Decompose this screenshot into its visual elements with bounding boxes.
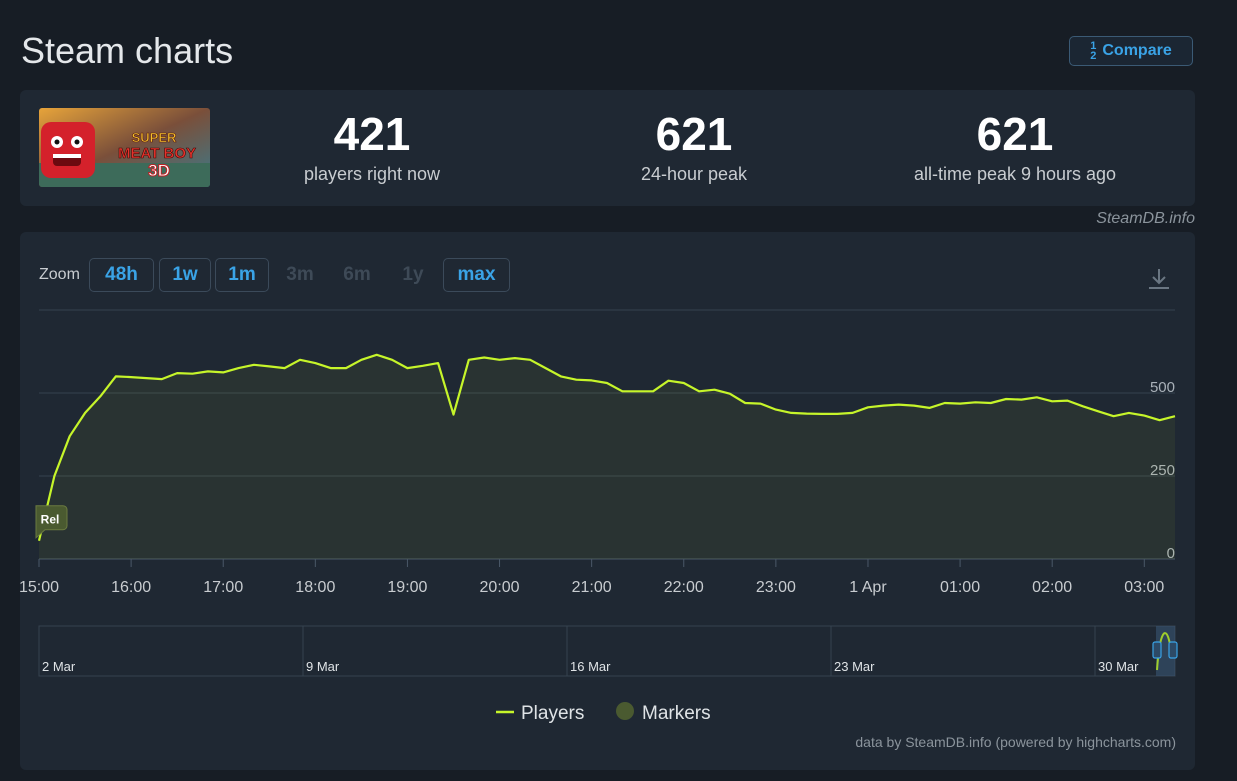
y-tick-label: 0: [1167, 545, 1175, 562]
highcharts-credit[interactable]: data by SteamDB.info (powered by highcha…: [855, 734, 1176, 750]
x-tick-label: 02:00: [1032, 579, 1072, 596]
stat-players-now: 421 players right now: [222, 108, 522, 185]
stats-panel: SUPER MEAT BOY 3D 421 players right now …: [20, 90, 1195, 206]
players-line: [37, 353, 1176, 541]
zoom-1y-button: 1y: [402, 264, 424, 285]
page-title: Steam charts: [21, 30, 234, 71]
legend-label: Players: [521, 703, 584, 724]
players-area: [39, 354, 1175, 559]
navigator-selection: [1156, 626, 1175, 676]
marker-rel: Rel: [35, 505, 68, 539]
stat-label: all-time peak 9 hours ago: [913, 164, 1117, 184]
player-chart: 0 250 500 15:00 16:00 17:00 18:00 19:00 20:00 21…: [20, 309, 1178, 724]
legend-item-players: Players: [496, 703, 584, 724]
chart-card: Zoom 48h 1w 1m 3m 6m 1y max 0 250 500 15:0…: [20, 232, 1195, 770]
y-tick-label: 250: [1150, 462, 1175, 479]
stat-value: 621: [976, 108, 1054, 160]
compare-label: Compare: [1102, 42, 1172, 59]
zoom-1w-button[interactable]: 1w: [159, 258, 211, 292]
stat-label: players right now: [303, 164, 441, 184]
navigator-handle: [1152, 641, 1162, 659]
x-tick-label: 18:00: [295, 579, 335, 596]
zoom-48h-button[interactable]: 48h: [89, 258, 154, 292]
chart-legend: Players Markers: [496, 702, 711, 724]
legend-label: Markers: [642, 703, 711, 724]
chart-grid: [39, 309, 1175, 560]
x-tick-label: 21:00: [572, 579, 612, 596]
navigator: 2 Mar 9 Mar 16 Mar 23 Mar 30 Mar: [38, 625, 1178, 677]
stat-label: 24-hour peak: [640, 164, 748, 184]
navigator-handle: [1168, 641, 1178, 659]
stat-all-time-peak: 621 all-time peak 9 hours ago: [865, 108, 1165, 185]
download-icon[interactable]: [1146, 266, 1172, 292]
zoom-1m-button[interactable]: 1m: [215, 258, 269, 292]
x-axis: 15:00 16:00 17:00 18:00 19:00 20:00 21:00 22:00…: [20, 559, 1164, 596]
svg-text:SUPER: SUPER: [132, 130, 177, 145]
svg-text:MEAT BOY: MEAT BOY: [118, 145, 196, 162]
navigator-label: 9 Mar: [306, 659, 340, 674]
navigator-label: 23 Mar: [834, 659, 875, 674]
navigator-label: 30 Mar: [1098, 659, 1139, 674]
navigator-label: 2 Mar: [42, 659, 76, 674]
zoom-6m-button: 6m: [343, 264, 371, 285]
stat-value: 421: [333, 108, 411, 160]
x-tick-label: 23:00: [756, 579, 796, 596]
navigator-frame: [38, 625, 1176, 677]
navigator-series: [1156, 632, 1176, 671]
x-tick-label: 03:00: [1124, 579, 1164, 596]
x-tick-label: 20:00: [480, 579, 520, 596]
x-tick-label: 1 Apr: [849, 579, 887, 596]
steamdb-credit[interactable]: SteamDB.info: [1096, 210, 1195, 227]
y-axis: 0 250 500: [1150, 379, 1175, 562]
game-capsule-image[interactable]: SUPER MEAT BOY 3D: [39, 108, 210, 187]
stat-24h-peak: 621 24-hour peak: [544, 108, 844, 185]
x-tick-label: 22:00: [664, 579, 704, 596]
marker-label: Rel: [41, 513, 60, 527]
zoom-label: Zoom: [39, 266, 80, 283]
zoom-3m-button: 3m: [286, 264, 314, 285]
x-tick-label: 19:00: [387, 579, 427, 596]
chart-markers: Rel: [35, 505, 68, 539]
x-tick-label: 01:00: [940, 579, 980, 596]
zoom-max-button[interactable]: max: [443, 258, 510, 292]
x-tick-label: 17:00: [203, 579, 243, 596]
x-tick-label: 15:00: [20, 579, 59, 596]
navigator-label: 16 Mar: [570, 659, 611, 674]
legend-item-markers: Markers: [616, 702, 711, 724]
stat-value: 621: [655, 108, 733, 160]
legend-symbol: [616, 702, 634, 720]
x-tick-label: 16:00: [111, 579, 151, 596]
y-tick-label: 500: [1150, 379, 1175, 396]
svg-text:3D: 3D: [148, 161, 170, 180]
